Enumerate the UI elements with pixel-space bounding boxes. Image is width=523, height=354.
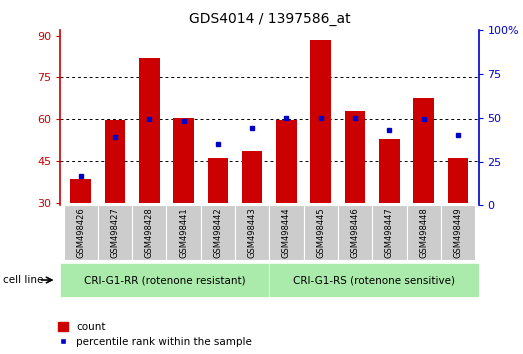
Bar bbox=[60, 263, 269, 297]
Bar bbox=[242, 151, 263, 202]
Bar bbox=[71, 179, 91, 202]
Bar bbox=[105, 120, 126, 202]
Bar bbox=[269, 205, 304, 260]
Bar bbox=[304, 205, 338, 260]
Bar bbox=[166, 205, 201, 260]
Text: GSM498426: GSM498426 bbox=[76, 207, 85, 258]
Text: CRI-G1-RR (rotenone resistant): CRI-G1-RR (rotenone resistant) bbox=[84, 275, 246, 285]
Text: CRI-G1-RS (rotenone sensitive): CRI-G1-RS (rotenone sensitive) bbox=[293, 275, 455, 285]
Bar bbox=[98, 205, 132, 260]
Text: GDS4014 / 1397586_at: GDS4014 / 1397586_at bbox=[188, 12, 350, 27]
Text: GSM498443: GSM498443 bbox=[248, 207, 257, 258]
Bar bbox=[269, 263, 479, 297]
Text: GSM498449: GSM498449 bbox=[453, 207, 462, 258]
Text: GSM498428: GSM498428 bbox=[145, 207, 154, 258]
Bar bbox=[372, 205, 406, 260]
Bar bbox=[201, 205, 235, 260]
Text: GSM498445: GSM498445 bbox=[316, 207, 325, 258]
Bar bbox=[338, 205, 372, 260]
Text: GSM498444: GSM498444 bbox=[282, 207, 291, 258]
Bar bbox=[441, 205, 475, 260]
Text: cell line: cell line bbox=[3, 275, 43, 285]
Text: GSM498446: GSM498446 bbox=[350, 207, 360, 258]
Bar bbox=[64, 205, 98, 260]
Bar bbox=[235, 205, 269, 260]
Text: GSM498447: GSM498447 bbox=[385, 207, 394, 258]
Bar bbox=[173, 118, 194, 202]
Bar bbox=[406, 205, 441, 260]
Text: GSM498427: GSM498427 bbox=[110, 207, 120, 258]
Bar bbox=[448, 158, 468, 202]
Bar bbox=[132, 205, 166, 260]
Bar bbox=[208, 158, 228, 202]
Bar bbox=[413, 98, 434, 202]
Legend: count, percentile rank within the sample: count, percentile rank within the sample bbox=[58, 322, 252, 347]
Bar bbox=[345, 111, 366, 202]
Text: GSM498441: GSM498441 bbox=[179, 207, 188, 258]
Bar bbox=[276, 120, 297, 202]
Bar bbox=[311, 40, 331, 202]
Bar bbox=[139, 58, 160, 202]
Text: GSM498442: GSM498442 bbox=[213, 207, 222, 258]
Text: GSM498448: GSM498448 bbox=[419, 207, 428, 258]
Bar bbox=[379, 138, 400, 202]
